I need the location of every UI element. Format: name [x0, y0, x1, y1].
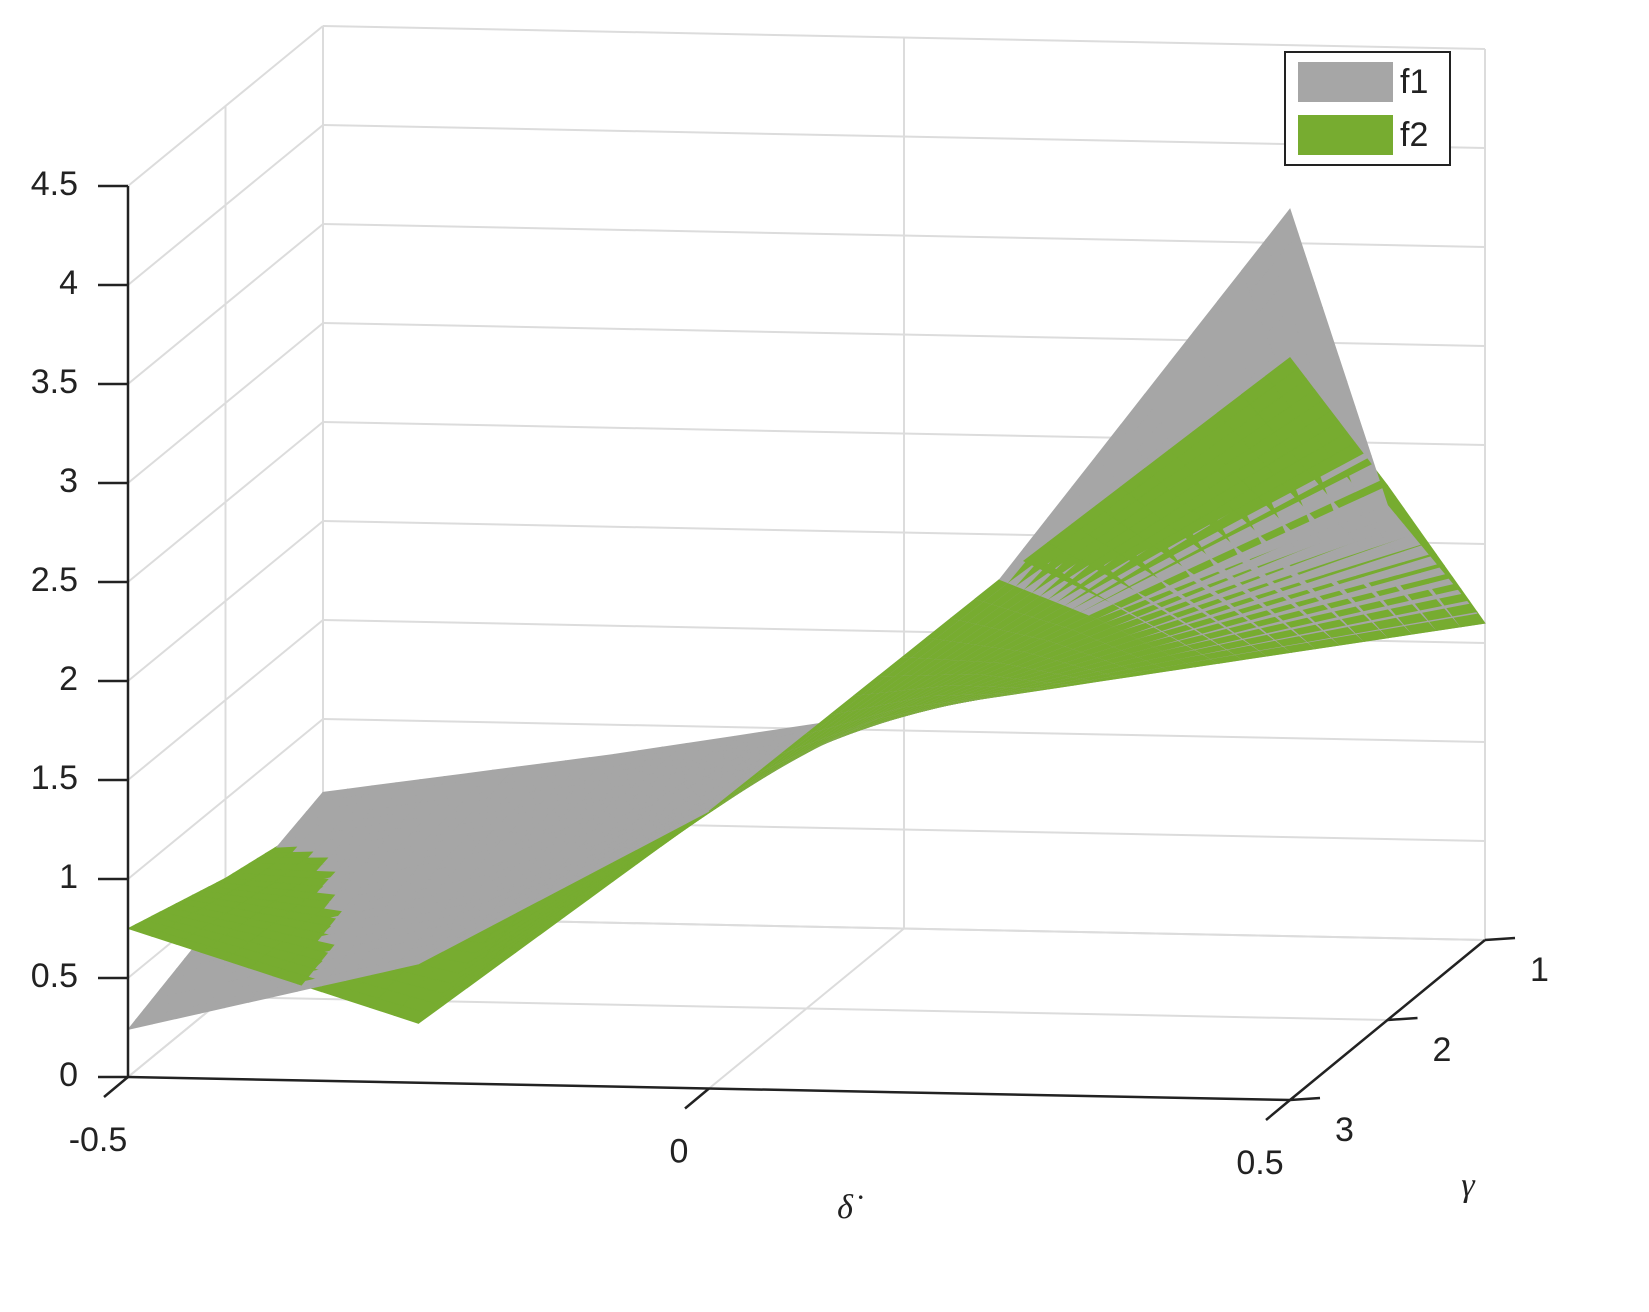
surface-patch	[1265, 356, 1299, 387]
x-tick	[103, 1076, 129, 1098]
y-tick	[1387, 1016, 1418, 1022]
axes: 0 0.5 1 1.5 2 2.5 3 3.5 4 4.5 -0.5 0 0.5 1 2 3 δ̇ γ	[31, 165, 1549, 1226]
y-axis-label: γ	[1461, 1167, 1476, 1204]
x-tick-label: 0.5	[1236, 1144, 1283, 1182]
legend-swatch	[1298, 62, 1393, 102]
x-tick-label: -0.5	[69, 1121, 128, 1159]
legend-label: f1	[1400, 63, 1428, 101]
z-tick-label: 1.5	[31, 759, 78, 797]
z-tick-label: 1	[59, 858, 78, 896]
z-tick-label: 4.5	[31, 165, 78, 203]
y-tick-label: 1	[1530, 951, 1549, 989]
legend-swatch	[1298, 115, 1393, 155]
z-tick-label: 4	[59, 264, 78, 302]
z-tick-label: 3	[59, 462, 78, 500]
y-tick	[1484, 936, 1516, 942]
x-axis-label: δ̇	[837, 1189, 863, 1226]
x-tick-label: 0	[670, 1132, 689, 1170]
x-tick	[1265, 1099, 1291, 1121]
z-tick-label: 0.5	[31, 957, 78, 995]
surface-patch	[1265, 208, 1299, 264]
y-tick	[1289, 1096, 1321, 1102]
z-tick-label: 0	[59, 1056, 78, 1094]
z-tick-label: 3.5	[31, 363, 78, 401]
surface-patch	[126, 923, 162, 937]
surfaces	[126, 208, 1486, 1031]
legend-label: f2	[1400, 116, 1428, 154]
x-tick	[684, 1087, 710, 1110]
z-tick-label: 2	[59, 660, 78, 698]
z-tick-label: 2.5	[31, 561, 78, 599]
y-tick-label: 3	[1335, 1111, 1354, 1149]
y-tick-label: 2	[1433, 1031, 1452, 1069]
